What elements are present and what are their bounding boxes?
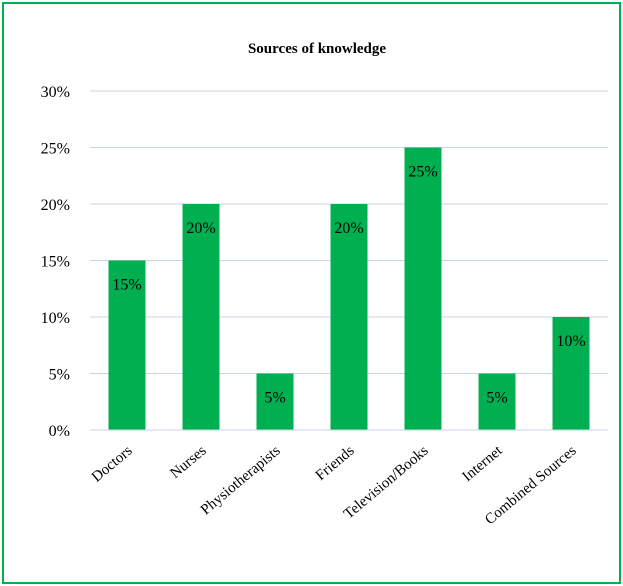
bar (330, 204, 368, 430)
x-category-label: Doctors (89, 443, 136, 486)
data-label: 20% (334, 220, 363, 237)
chart-title: Sources of knowledge (248, 41, 386, 57)
data-label: 25% (408, 164, 437, 181)
data-label: 15% (112, 277, 141, 294)
bar (552, 317, 590, 430)
bar (256, 373, 294, 430)
data-label: 5% (264, 390, 285, 407)
data-label: 5% (486, 390, 507, 407)
data-label: 20% (186, 220, 215, 237)
data-labels: 15% 20% 5% 20% 25% 5% 10% (112, 164, 585, 407)
bar (108, 260, 146, 430)
bar (182, 204, 220, 430)
data-label: 10% (556, 333, 585, 350)
y-tick-label: 30% (41, 84, 70, 101)
y-tick-label: 25% (41, 141, 70, 158)
bar (404, 147, 442, 430)
bars (108, 147, 590, 430)
x-category-label: Nurses (167, 443, 209, 482)
x-category-label: Friends (313, 443, 358, 484)
y-tick-label: 5% (49, 367, 70, 384)
bar-chart: Sources of knowledge 0% 5% 10% 15% 20% 25% 30%… (41, 41, 608, 528)
y-tick-label: 15% (41, 254, 70, 271)
y-tick-label: 10% (41, 310, 70, 327)
bar (478, 373, 516, 430)
y-tick-label: 0% (49, 423, 70, 440)
y-tick-label: 20% (41, 197, 70, 214)
x-category-label: Physiotherapists (198, 443, 284, 519)
y-axis-ticks: 0% 5% 10% 15% 20% 25% 30% (41, 84, 70, 440)
x-category-label: Internet (460, 442, 507, 485)
